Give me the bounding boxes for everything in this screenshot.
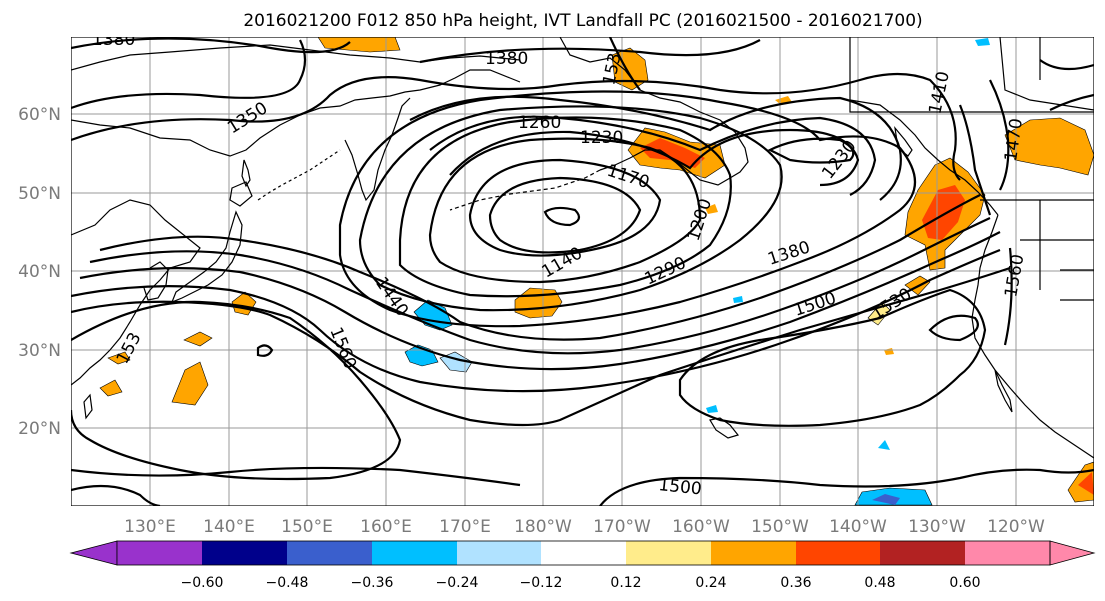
contour-label: 1380 (485, 49, 528, 69)
colorbar-tick-label: −0.48 (266, 575, 309, 591)
colorbar-tick-label: −0.24 (436, 575, 479, 591)
coast-asia-north (71, 69, 521, 157)
graticule (71, 37, 1094, 506)
lon-label: 130°W (908, 517, 966, 537)
shading-small-2 (705, 204, 718, 214)
coast-hokkaido (229, 181, 253, 207)
coast-alaska-panhandle (849, 99, 999, 216)
lat-label: 40°N (18, 262, 61, 282)
lon-label: 140°W (829, 517, 887, 537)
shading-canada (1004, 117, 1094, 176)
shading-pacific-nw-core (922, 185, 965, 240)
colorbar-tick-label: 0.36 (780, 575, 811, 591)
lon-label: 150°W (751, 517, 809, 537)
colorbar-tick-label: −0.60 (181, 575, 224, 591)
colorbar-extend-min (69, 540, 118, 566)
colorbar-tick-label: 0.48 (864, 575, 895, 591)
contour-label: 1230 (580, 128, 623, 148)
lat-label: 20°N (18, 419, 61, 439)
lon-label: 180°W (514, 517, 572, 537)
contour-label: 1500 (657, 475, 702, 499)
shading-se-corner-core (1078, 472, 1094, 495)
shading-west-pacific-1 (171, 361, 209, 406)
lat-label: 60°N (18, 105, 61, 125)
lon-label: 140°E (203, 517, 255, 537)
coast-kamchatka (344, 97, 411, 202)
coast-taiwan (83, 393, 93, 420)
map-panel: 1380 1380 1350 153 1260 1230 1170 1200 1… (71, 30, 1094, 506)
colorbar-bin (711, 541, 796, 565)
shading-neg-8 (975, 38, 990, 46)
shading-alaska-gulf-core (640, 138, 705, 168)
colorbar-bin (541, 541, 626, 565)
latitude-labels: 60°N 50°N 40°N 30°N 20°N (18, 105, 61, 439)
coast-aleutians (449, 169, 601, 211)
colorbar: −0.60 −0.48 −0.36 −0.24 −0.12 0.12 0.24 … (69, 540, 1096, 591)
contour-label: 1380 (92, 30, 135, 50)
lon-label: 150°E (281, 517, 333, 537)
longitude-labels: 130°E 140°E 150°E 160°E 170°E 180°W 170°… (124, 517, 1045, 537)
shading-neg-6 (706, 405, 718, 413)
coast-north-america-west (971, 214, 1094, 459)
shading-west-pacific-4 (99, 379, 123, 397)
shading-neg-5 (878, 440, 890, 450)
colorbar-bin (457, 541, 541, 565)
shading-neg-7 (733, 296, 743, 303)
lat-label: 30°N (18, 341, 61, 361)
height-contours (71, 37, 1094, 506)
shading-neg-4-core (872, 494, 900, 505)
coast-sakhalin (241, 159, 251, 188)
colorbar-bin (626, 541, 711, 565)
lon-label: 160°E (360, 517, 412, 537)
colorbar-tick-label: −0.36 (351, 575, 394, 591)
colorbar-extend-max (1049, 540, 1096, 566)
colorbar-bin (880, 541, 965, 565)
colorbar-tick-label: 0.12 (610, 575, 641, 591)
contour-label: 1260 (518, 113, 561, 133)
coast-arctic (71, 44, 521, 71)
lat-label: 50°N (18, 184, 61, 204)
figure-title: 2016021200 F012 850 hPa height, IVT Land… (243, 11, 922, 31)
lon-label: 160°W (672, 517, 730, 537)
colorbar-bin (117, 541, 202, 565)
coast-canada-inner (849, 37, 1094, 301)
colorbar-frame (116, 540, 1051, 566)
coast-hawaii (709, 417, 740, 439)
coast-baja (994, 369, 1013, 413)
lon-label: 170°W (593, 517, 651, 537)
colorbar-tick-label: −0.12 (520, 575, 563, 591)
lon-label: 130°E (124, 517, 176, 537)
lon-label: 170°E (439, 517, 491, 537)
coast-korea (143, 261, 169, 301)
colorbar-bin (796, 541, 880, 565)
coast-china (71, 199, 201, 386)
lon-label: 120°W (987, 517, 1045, 537)
colorbar-bin (372, 541, 457, 565)
colorbar-bin (202, 541, 287, 565)
shading-west-pacific-3 (183, 331, 213, 347)
coastlines (71, 37, 1094, 459)
colorbar-bin (965, 541, 1050, 565)
coast-kuril-chain (257, 149, 341, 201)
colorbar-tick-label: 0.60 (949, 575, 980, 591)
colorbar-bin (287, 541, 372, 565)
shading-west-pacific-5 (107, 351, 131, 365)
colorbar-tick-label: 0.24 (695, 575, 726, 591)
